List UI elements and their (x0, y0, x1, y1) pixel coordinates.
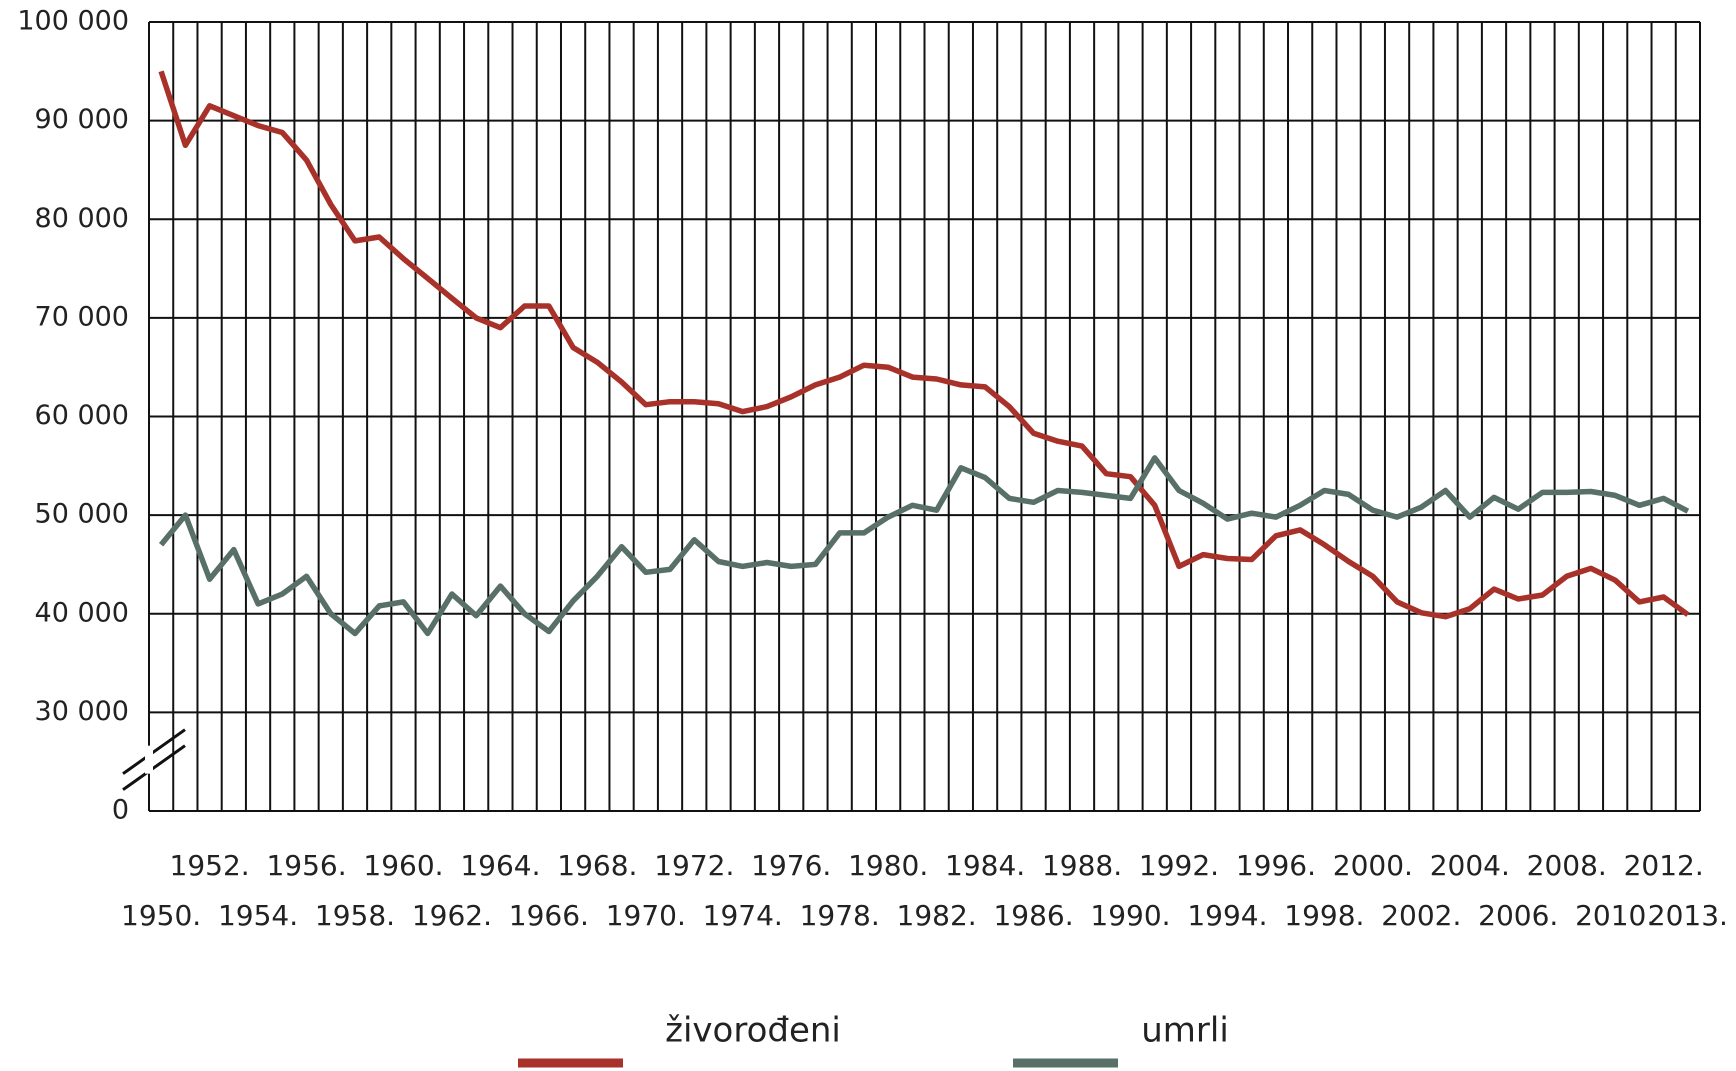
x-tick-label: 1998. (1284, 899, 1364, 932)
x-tick-label: 1960. (363, 849, 443, 882)
y-tick-label: 60 000 (35, 400, 129, 431)
x-tick-label: 1962. (412, 899, 492, 932)
x-tick-label: 2000. (1333, 849, 1413, 882)
y-tick-label: 80 000 (35, 203, 129, 234)
x-tick-label: 1986. (993, 899, 1073, 932)
x-tick-label: 2013. (1648, 899, 1728, 932)
x-tick-label: 1982. (897, 899, 977, 932)
y-tick-label: 70 000 (35, 301, 129, 332)
x-tick-label: 1954. (218, 899, 298, 932)
x-tick-label: 1952. (170, 849, 250, 882)
x-tick-label: 1992. (1139, 849, 1219, 882)
x-tick-label: 1956. (266, 849, 346, 882)
y-tick-label: 50 000 (35, 499, 129, 530)
x-tick-label: 1984. (945, 849, 1025, 882)
x-tick-label: 2006. (1478, 899, 1558, 932)
x-tick-label: 1968. (557, 849, 637, 882)
x-tick-label: 1964. (460, 849, 540, 882)
legend-label: umrli (1141, 1011, 1229, 1051)
x-tick-label: 2012. (1624, 849, 1704, 882)
y-tick-label: 30 000 (35, 696, 129, 727)
x-tick-label: 2002. (1381, 899, 1461, 932)
x-tick-label: 2008. (1527, 849, 1607, 882)
axis-break-gap (145, 745, 153, 774)
x-tick-label: 1958. (315, 899, 395, 932)
legend-label: živorođeni (665, 1011, 841, 1051)
axis-break (122, 744, 186, 791)
x-tick-label: 1950. (121, 899, 201, 932)
x-tick-label: 1976. (751, 849, 831, 882)
x-tick-label: 1978. (800, 899, 880, 932)
x-tick-label: 1966. (509, 899, 589, 932)
x-tick-label: 1994. (1187, 899, 1267, 932)
x-tick-label: 1996. (1236, 849, 1316, 882)
x-tick-label: 1980. (848, 849, 928, 882)
y-tick-label: 90 000 (35, 104, 129, 135)
x-tick-label: 2010. (1575, 899, 1655, 932)
x-tick-label: 1970. (606, 899, 686, 932)
y-tick-label: 0 (112, 795, 129, 826)
series-line (158, 70, 1690, 620)
x-tick-label: 1990. (1090, 899, 1170, 932)
y-tick-label: 40 000 (35, 597, 129, 628)
x-tick-label: 1988. (1042, 849, 1122, 882)
series-line (158, 455, 1690, 637)
y-tick-label: 100 000 (17, 6, 129, 37)
x-tick-label: 1974. (703, 899, 783, 932)
x-tick-label: 2004. (1430, 849, 1510, 882)
x-tick-label: 1972. (654, 849, 734, 882)
axis-break (122, 728, 186, 775)
